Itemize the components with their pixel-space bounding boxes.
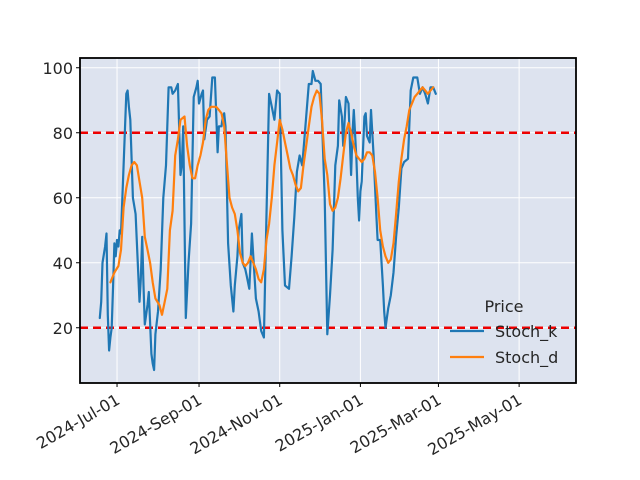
legend-label: Stoch_k	[495, 322, 558, 342]
plot-frame	[79, 57, 577, 384]
y-tick-label: 100	[42, 59, 73, 78]
legend: Price Stoch_k Stoch_d	[450, 297, 558, 368]
series-group	[98, 69, 437, 372]
y-tick-label: 20	[53, 319, 73, 338]
x-tick-label: 2024-Nov-01	[187, 390, 286, 458]
x-axis: 2024-Jul-012024-Sep-012024-Nov-012025-Ja…	[33, 383, 525, 459]
legend-label: Stoch_d	[495, 348, 558, 368]
series-line-stoch-d	[109, 86, 435, 316]
y-tick-label: 60	[53, 189, 73, 208]
y-tick-label: 80	[53, 124, 73, 143]
y-axis: 20 40 60 80 100	[42, 59, 80, 338]
y-tick-label: 40	[53, 254, 73, 273]
legend-title: Price	[484, 297, 523, 316]
series-line-stoch-k	[98, 69, 437, 372]
